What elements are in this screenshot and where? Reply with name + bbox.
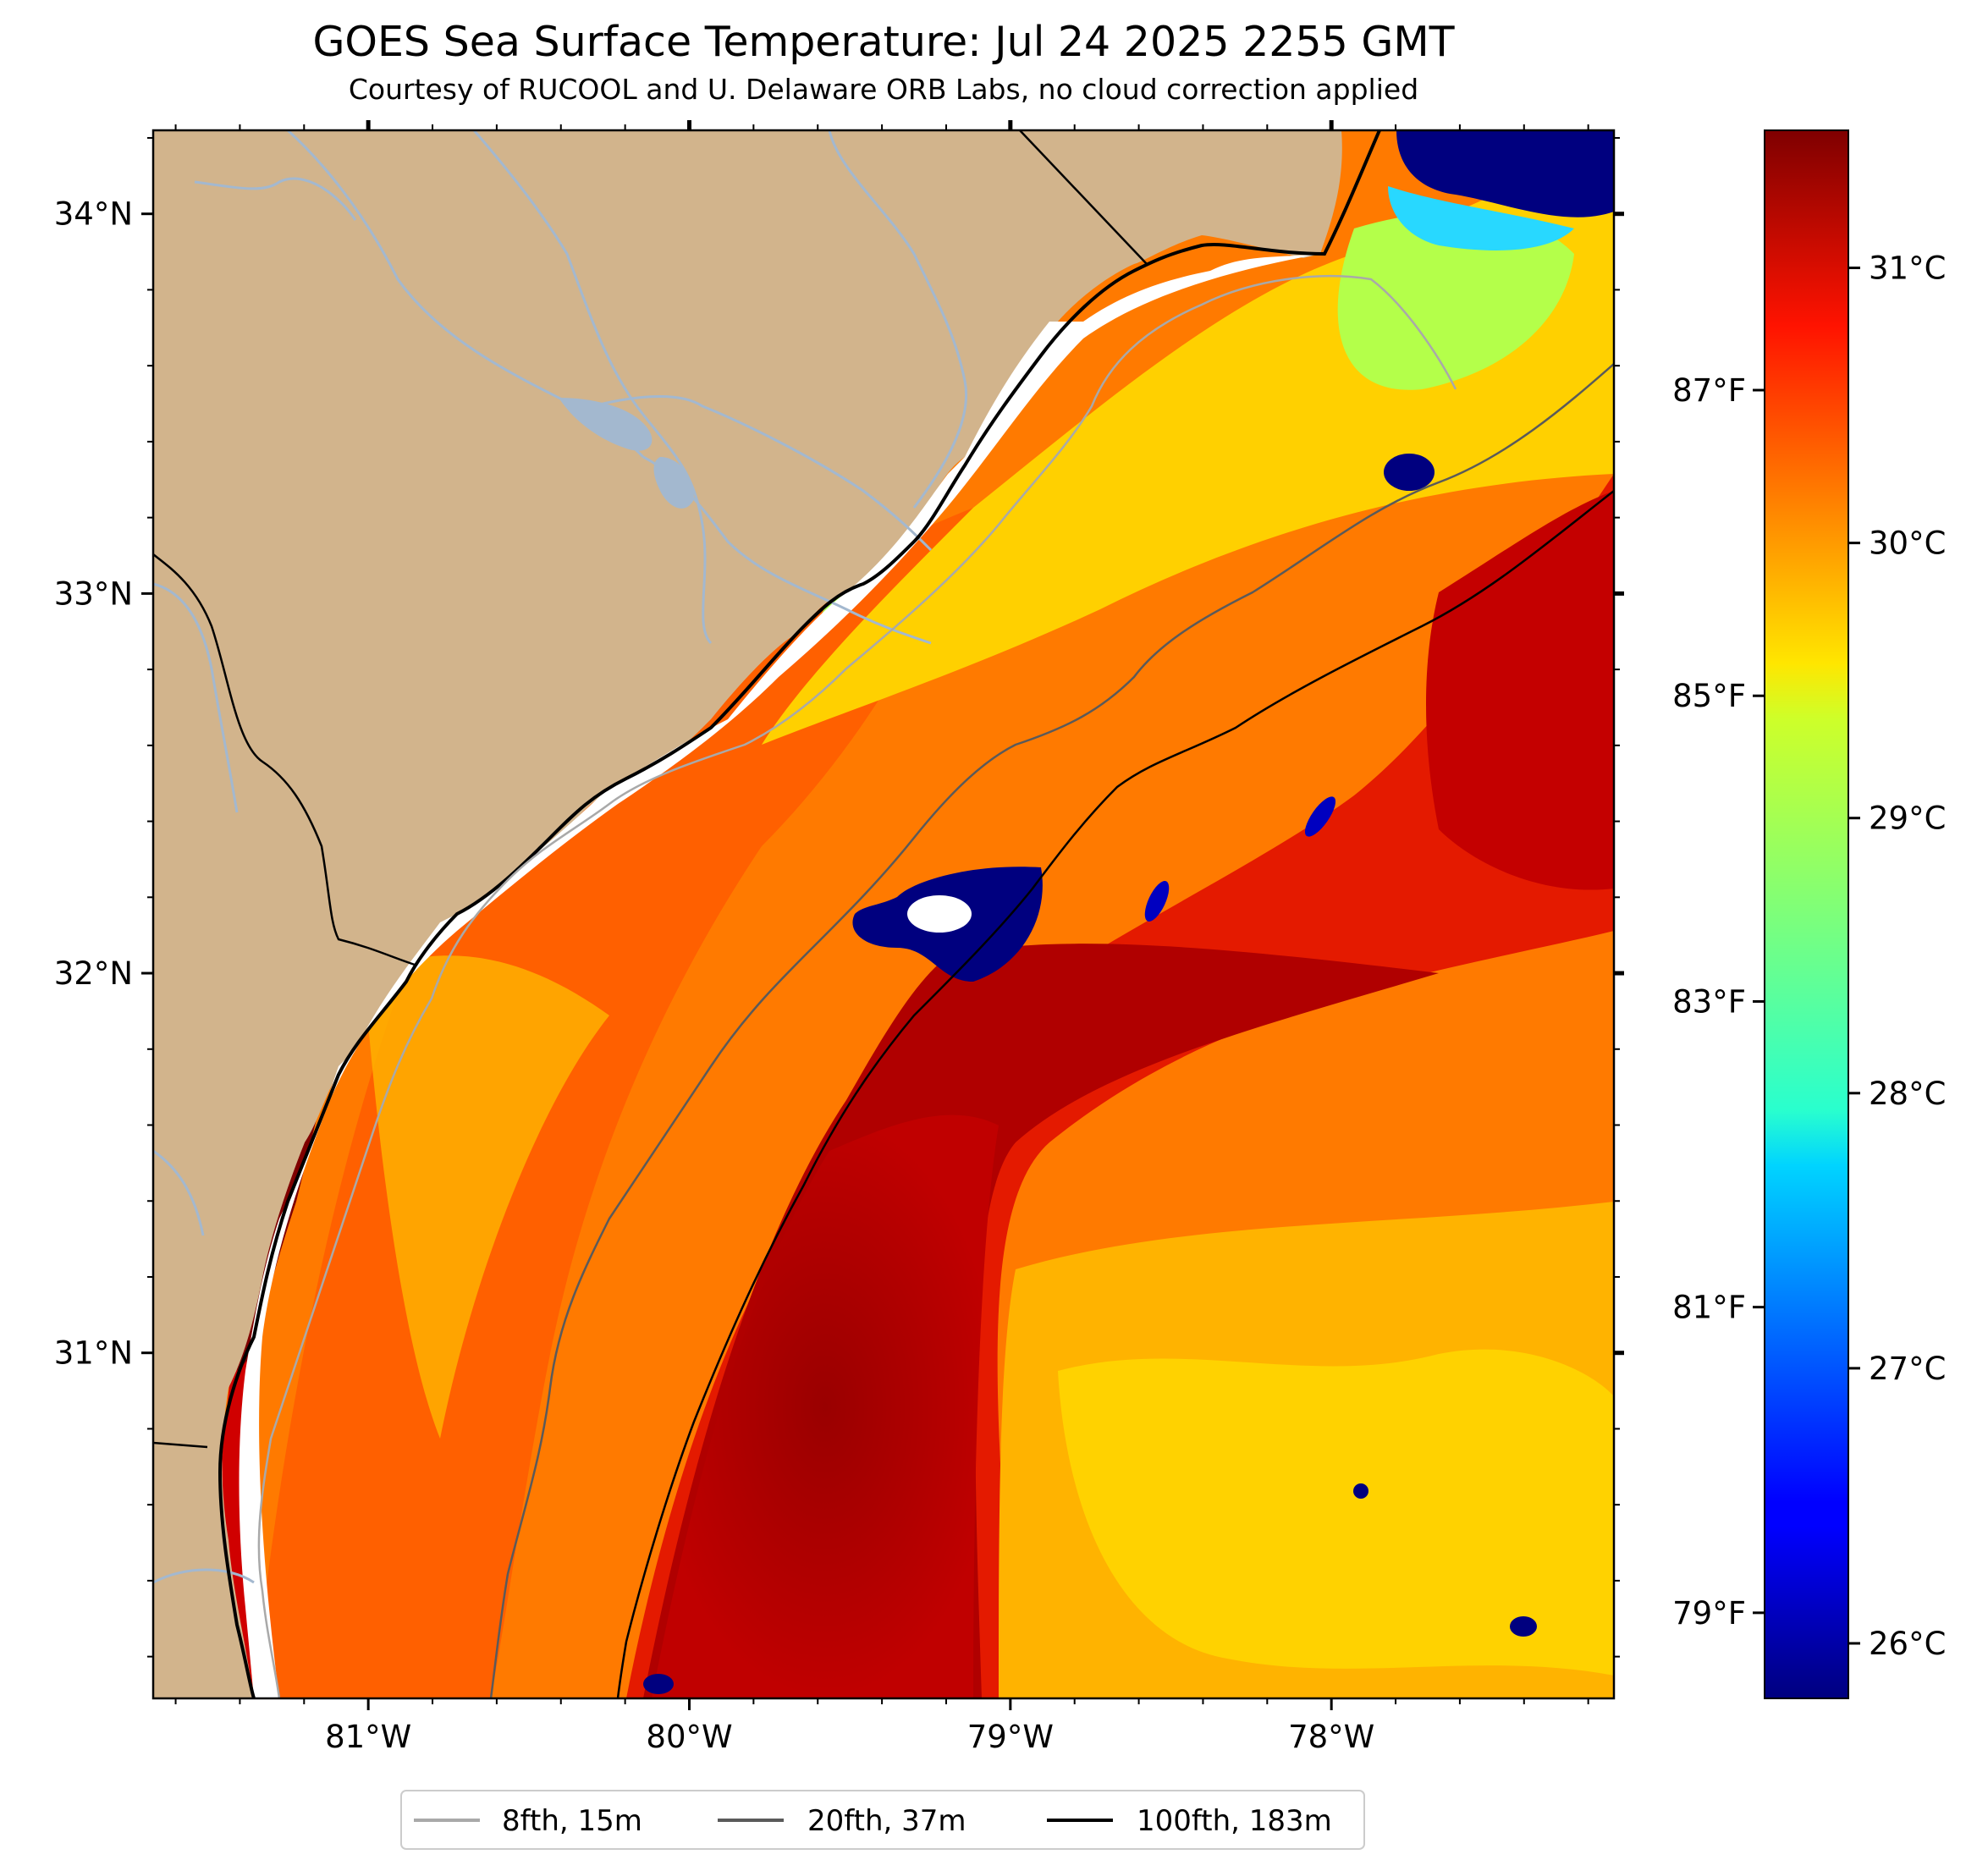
northeast-cold-patch — [1396, 130, 1614, 217]
figure-title: GOES Sea Surface Temperature: Jul 24 202… — [312, 18, 1455, 66]
figure-subtitle: Courtesy of RUCOOL and U. Delaware ORB L… — [349, 73, 1418, 106]
isobath-20fth — [489, 363, 1614, 1698]
cloud-white-hole — [907, 895, 972, 933]
longitude-axis: 81°W 80°W 79°W 78°W — [325, 120, 1374, 1755]
cloud-blob-small-3 — [1510, 1616, 1537, 1637]
lon-tick-label: 78°W — [1288, 1719, 1374, 1755]
coastline — [218, 130, 1381, 1698]
legend-label-8fth: 8fth, 15m — [502, 1804, 642, 1838]
cloud-blob-east — [1384, 454, 1435, 491]
celsius-tick-label: 31°C — [1869, 250, 1946, 287]
lon-tick-label: 81°W — [325, 1719, 411, 1755]
map-frame — [151, 129, 1616, 1700]
lat-tick-label: 33°N — [54, 575, 133, 612]
cloud-blob-small-2 — [1304, 796, 1336, 837]
reservoir — [559, 398, 653, 451]
colorbar-celsius-axis: 26°C 27°C 28°C 29°C 30°C 31°C — [1848, 250, 1946, 1662]
lon-tick-label: 80°W — [646, 1719, 732, 1755]
colorbar-gradient — [1764, 129, 1849, 1699]
gulf-stream-darkest — [652, 1114, 999, 1698]
fahrenheit-tick-label: 79°F — [1672, 1595, 1746, 1632]
lat-tick-label: 31°N — [54, 1335, 133, 1372]
legend-label-20fth: 20fth, 37m — [807, 1804, 966, 1838]
celsius-tick-label: 30°C — [1869, 526, 1946, 562]
cloud-blob-small-1 — [1144, 881, 1170, 922]
isobath-100fth — [616, 490, 1614, 1698]
southeast-yellow-patches — [1058, 1349, 1614, 1676]
legend-frame — [400, 1790, 1365, 1850]
lat-tick-label: 34°N — [54, 196, 133, 233]
gulf-stream-east — [1426, 491, 1614, 890]
latitude-axis: 31°N 32°N 33°N 34°N — [54, 196, 1624, 1372]
shelf-yellow-streak — [364, 955, 609, 1439]
lat-tick-label: 32°N — [54, 955, 133, 992]
fahrenheit-tick-label: 83°F — [1672, 983, 1746, 1020]
colorbar-fahrenheit-axis: 79°F 81°F 83°F 85°F 87°F — [1672, 372, 1765, 1632]
celsius-tick-label: 26°C — [1869, 1626, 1946, 1662]
lake-marion — [653, 457, 694, 509]
celsius-tick-label: 27°C — [1869, 1351, 1946, 1387]
minor-ticks — [147, 124, 1620, 1704]
cloud-blob-small-5 — [1353, 1483, 1368, 1499]
isobath-8fth — [257, 275, 1457, 1698]
lon-tick-label: 79°W — [967, 1719, 1054, 1755]
fahrenheit-tick-label: 87°F — [1672, 372, 1746, 409]
map-panel — [153, 130, 1614, 1698]
celsius-tick-label: 28°C — [1869, 1076, 1946, 1112]
isobath-legend: 8fth, 15m 20fth, 37m 100fth, 183m — [400, 1790, 1365, 1850]
fahrenheit-tick-label: 85°F — [1672, 678, 1746, 714]
northern-shelf-green — [1337, 212, 1574, 390]
legend-label-100fth: 100fth, 183m — [1137, 1804, 1332, 1838]
fahrenheit-tick-label: 81°F — [1672, 1290, 1746, 1326]
celsius-tick-label: 29°C — [1869, 801, 1946, 837]
land-mass — [153, 130, 1342, 1698]
cloud-blob-small-4 — [643, 1674, 674, 1694]
state-borders — [153, 130, 1148, 1449]
northeast-cold-fringe — [1388, 186, 1574, 250]
